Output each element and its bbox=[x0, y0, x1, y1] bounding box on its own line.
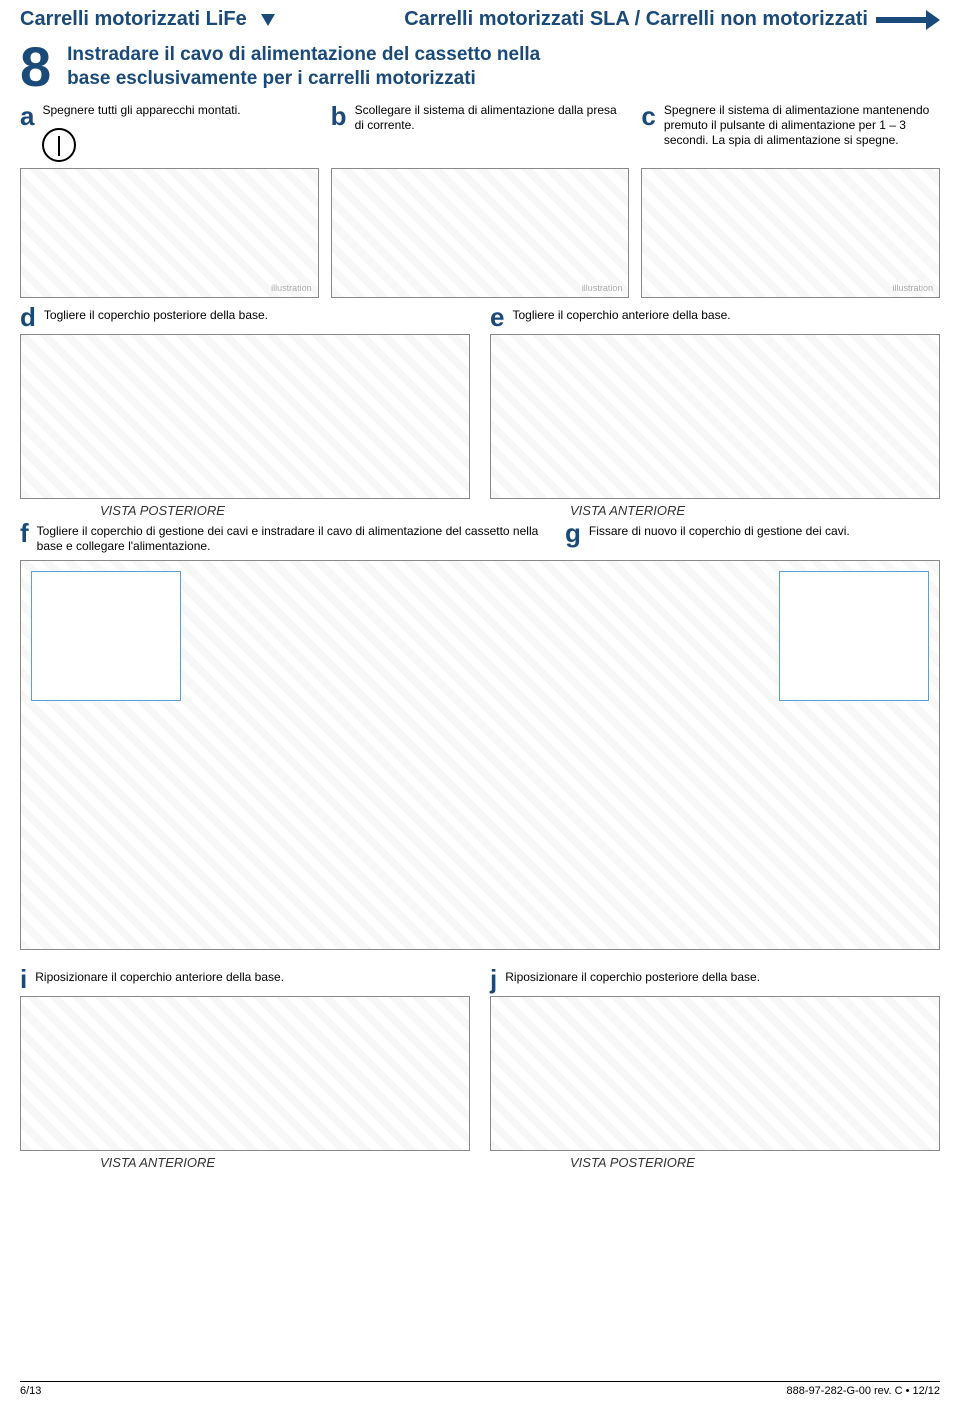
header-right: Carrelli motorizzati SLA / Carrelli non … bbox=[404, 8, 940, 31]
illustration-d bbox=[20, 334, 470, 499]
substep-text: Riposizionare il coperchio posteriore de… bbox=[505, 966, 760, 985]
view-label-i: VISTA ANTERIORE bbox=[20, 1151, 470, 1172]
view-label-j: VISTA POSTERIORE bbox=[490, 1151, 940, 1172]
substep-letter: f bbox=[20, 520, 29, 546]
illustration-j bbox=[490, 996, 940, 1151]
substep-j: j Riposizionare il coperchio posteriore … bbox=[490, 966, 940, 1172]
substep-b: b Scollegare il sistema di alimentazione… bbox=[331, 103, 630, 162]
substeps-fg: f Togliere il coperchio di gestione dei … bbox=[0, 520, 960, 554]
substep-text: Togliere il coperchio anteriore della ba… bbox=[512, 304, 730, 323]
illustration-a: illustration bbox=[20, 168, 319, 298]
substep-f: f Togliere il coperchio di gestione dei … bbox=[20, 520, 545, 554]
illustration-c: illustration bbox=[641, 168, 940, 298]
power-icon bbox=[42, 128, 76, 162]
substeps-de: d Togliere il coperchio posteriore della… bbox=[0, 304, 960, 520]
page-footer: 6/13 888-97-282-G-00 rev. C • 12/12 bbox=[20, 1381, 940, 1397]
header-right-text: Carrelli motorizzati SLA / Carrelli non … bbox=[404, 8, 868, 31]
header-left: Carrelli motorizzati LiFe bbox=[20, 8, 275, 31]
substep-d: d Togliere il coperchio posteriore della… bbox=[20, 304, 470, 520]
page-header: Carrelli motorizzati LiFe Carrelli motor… bbox=[0, 0, 960, 35]
step-number: 8 bbox=[20, 39, 51, 95]
arrow-down-icon bbox=[261, 14, 275, 26]
substep-i: i Riposizionare il coperchio anteriore d… bbox=[20, 966, 470, 1172]
substep-c: c Spegnere il sistema di alimentazione m… bbox=[641, 103, 940, 162]
substep-text: Togliere il coperchio posteriore della b… bbox=[44, 304, 268, 323]
illustration-e bbox=[490, 334, 940, 499]
substep-letter: e bbox=[490, 304, 504, 330]
substep-letter: d bbox=[20, 304, 36, 330]
substeps-abc: a Spegnere tutti gli apparecchi montati.… bbox=[0, 103, 960, 162]
substeps-ij: i Riposizionare il coperchio anteriore d… bbox=[0, 958, 960, 1172]
inset-illustration-left bbox=[31, 571, 181, 701]
page-number: 6/13 bbox=[20, 1385, 41, 1397]
inset-illustration-right bbox=[779, 571, 929, 701]
substep-g: g Fissare di nuovo il coperchio di gesti… bbox=[565, 520, 940, 546]
arrow-right-icon bbox=[876, 10, 940, 30]
substep-letter: a bbox=[20, 103, 34, 129]
substep-text: Spegnere tutti gli apparecchi montati. bbox=[42, 103, 240, 118]
substep-text: Togliere il coperchio di gestione dei ca… bbox=[37, 520, 545, 554]
substep-text: Riposizionare il coperchio anteriore del… bbox=[35, 966, 284, 985]
illustration-i bbox=[20, 996, 470, 1151]
step-title: Instradare il cavo di alimentazione del … bbox=[67, 39, 587, 91]
substep-text: Fissare di nuovo il coperchio di gestion… bbox=[589, 520, 850, 539]
view-label-d: VISTA POSTERIORE bbox=[20, 499, 470, 520]
substep-text: Scollegare il sistema di alimentazione d… bbox=[355, 103, 630, 133]
view-label-e: VISTA ANTERIORE bbox=[490, 499, 940, 520]
illus-abc-row: illustration illustration illustration bbox=[0, 162, 960, 304]
substep-letter: b bbox=[331, 103, 347, 129]
substep-a: a Spegnere tutti gli apparecchi montati. bbox=[20, 103, 319, 162]
substep-letter: g bbox=[565, 520, 581, 546]
substep-letter: i bbox=[20, 966, 27, 992]
substep-e: e Togliere il coperchio anteriore della … bbox=[490, 304, 940, 520]
substep-letter: c bbox=[641, 103, 655, 129]
substep-text: Spegnere il sistema di alimentazione man… bbox=[664, 103, 940, 148]
step-8-heading: 8 Instradare il cavo di alimentazione de… bbox=[0, 35, 960, 103]
illustration-fg-main bbox=[20, 560, 940, 950]
substep-letter: j bbox=[490, 966, 497, 992]
illustration-b: illustration bbox=[331, 168, 630, 298]
header-left-text: Carrelli motorizzati LiFe bbox=[20, 8, 247, 31]
doc-reference: 888-97-282-G-00 rev. C • 12/12 bbox=[787, 1385, 940, 1397]
